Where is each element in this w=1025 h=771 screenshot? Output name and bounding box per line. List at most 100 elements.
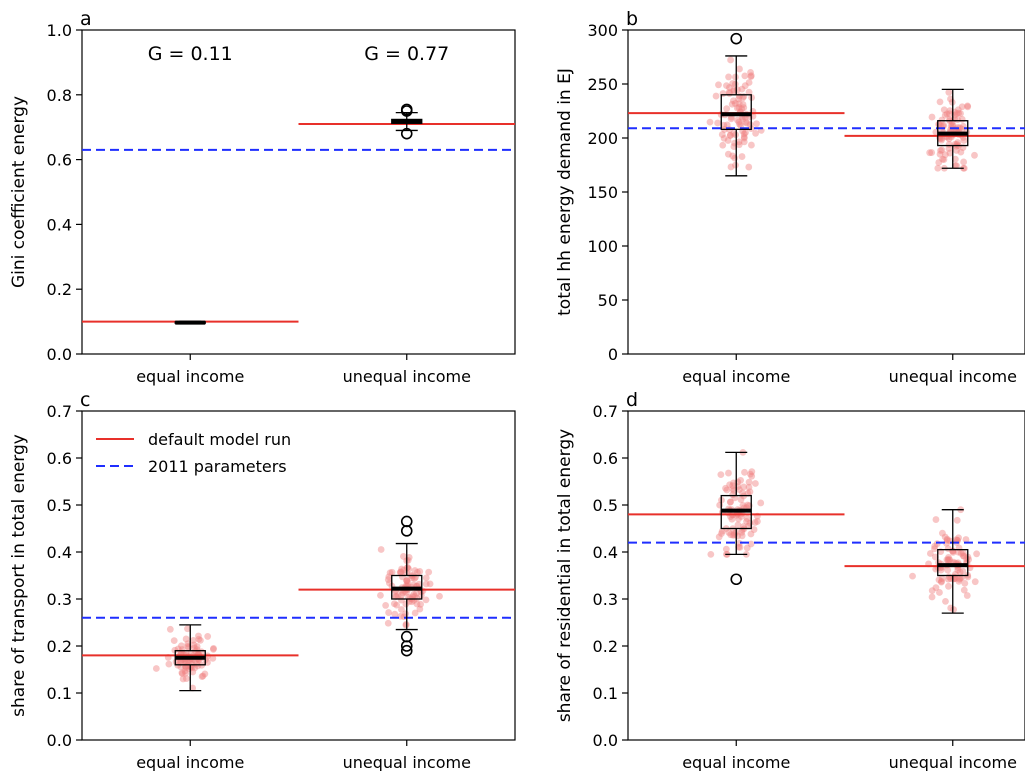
- data-point: [727, 56, 734, 64]
- data-point: [410, 596, 418, 604]
- x-tick-label: equal income: [682, 367, 790, 386]
- data-point: [937, 147, 944, 154]
- data-point: [738, 85, 746, 93]
- data-point: [425, 568, 433, 576]
- data-point: [953, 147, 960, 154]
- data-point: [745, 88, 753, 96]
- data-point: [724, 150, 732, 158]
- data-point: [747, 72, 755, 80]
- data-point: [949, 122, 957, 129]
- data-point: [945, 582, 952, 590]
- data-point: [954, 566, 962, 574]
- data-point: [971, 151, 978, 159]
- data-point: [735, 100, 743, 108]
- x-tick-label: unequal income: [889, 367, 1017, 386]
- legend: default model run 2011 parameters: [96, 430, 291, 476]
- data-point: [935, 159, 943, 166]
- data-point: [712, 92, 720, 100]
- data-point: [209, 654, 217, 662]
- data-point: [953, 110, 961, 117]
- data-point: [405, 598, 413, 605]
- y-tick-label: 0.0: [47, 345, 72, 364]
- data-point: [739, 94, 747, 102]
- data-point: [950, 575, 958, 583]
- plot-area: [82, 515, 515, 692]
- data-point: [953, 162, 960, 170]
- data-point: [946, 107, 954, 115]
- data-point: [741, 468, 748, 476]
- data-point: [753, 120, 760, 128]
- data-point: [727, 498, 734, 506]
- data-point: [715, 533, 723, 541]
- data-point: [740, 134, 748, 142]
- y-tick-label: 0.0: [47, 731, 72, 750]
- data-point: [398, 591, 405, 599]
- data-point: [938, 146, 946, 154]
- data-point: [400, 553, 407, 560]
- data-point: [737, 122, 745, 129]
- data-point: [729, 482, 737, 490]
- data-point: [743, 517, 750, 525]
- data-point: [956, 575, 963, 583]
- y-tick-label: 0.6: [593, 449, 618, 468]
- annotation-gini: G = 0.77: [364, 43, 449, 65]
- data-point: [951, 575, 959, 582]
- data-point: [384, 619, 392, 627]
- plot-area: [82, 103, 515, 325]
- data-point: [939, 529, 946, 537]
- data-point: [750, 526, 758, 533]
- y-tick-label: 0.2: [593, 637, 618, 656]
- data-point: [730, 487, 738, 494]
- annotation-gini: G = 0.11: [148, 43, 233, 65]
- data-point: [965, 556, 973, 563]
- legend-label-default: default model run: [148, 430, 291, 449]
- data-point: [960, 552, 967, 560]
- box-2: [391, 103, 423, 140]
- data-point: [706, 118, 714, 126]
- plot-area: [628, 32, 1025, 177]
- data-point: [727, 163, 735, 171]
- data-point: [190, 641, 198, 649]
- data-point: [745, 483, 753, 491]
- plot-frame: [627, 410, 1025, 741]
- data-point: [731, 139, 738, 147]
- data-point: [405, 553, 413, 561]
- data-point: [732, 161, 739, 169]
- data-point: [936, 589, 943, 596]
- data-point: [936, 135, 944, 143]
- data-point: [412, 589, 420, 597]
- data-point: [715, 81, 722, 89]
- data-point: [204, 633, 212, 640]
- data-point: [391, 610, 399, 618]
- data-point: [377, 546, 385, 553]
- data-point: [932, 584, 940, 592]
- data-point: [726, 481, 734, 489]
- data-point: [737, 476, 744, 484]
- data-point: [390, 600, 398, 608]
- y-tick-label: 0.4: [47, 215, 72, 234]
- data-point: [731, 80, 739, 88]
- data-point: [945, 145, 953, 152]
- data-point: [959, 567, 967, 575]
- data-point: [735, 539, 743, 547]
- data-point: [727, 115, 735, 123]
- data-point: [740, 104, 748, 112]
- y-tick-label: 0.5: [593, 496, 618, 515]
- data-point: [944, 566, 952, 574]
- outlier-point: [400, 525, 413, 537]
- data-point: [935, 576, 943, 584]
- data-point: [181, 667, 189, 675]
- data-point: [926, 550, 934, 557]
- data-point: [730, 143, 738, 150]
- data-point: [734, 478, 742, 486]
- data-point: [939, 155, 947, 163]
- data-point: [201, 670, 209, 678]
- data-point: [743, 119, 751, 127]
- plot-frame: [81, 29, 516, 355]
- data-point: [960, 137, 968, 144]
- panel-label: d: [626, 389, 638, 411]
- data-point: [417, 600, 424, 608]
- data-point: [198, 673, 206, 680]
- data-point: [210, 644, 217, 652]
